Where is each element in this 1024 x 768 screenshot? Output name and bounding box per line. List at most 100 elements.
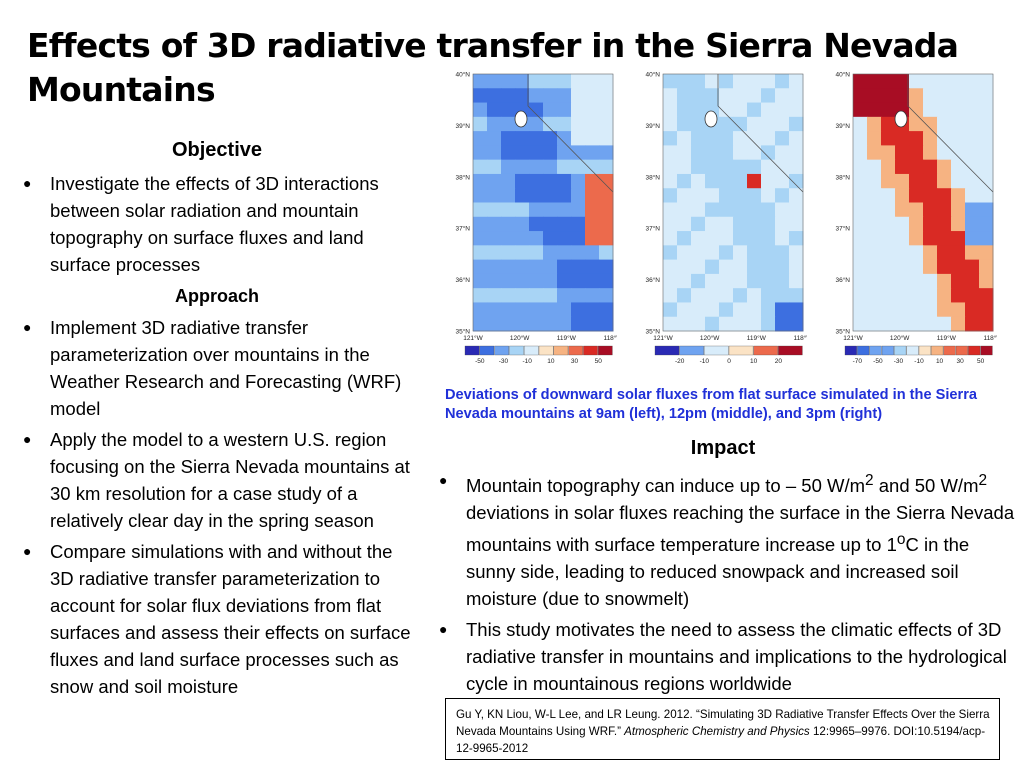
map-cell	[501, 216, 516, 232]
map-cell	[747, 273, 762, 289]
map-cell	[733, 102, 748, 118]
lat-tick-label: 38°N	[455, 173, 470, 181]
map-cell	[923, 288, 938, 303]
map-cell	[571, 74, 586, 89]
map-cell	[677, 202, 692, 218]
map-cell	[691, 245, 706, 261]
map-cell	[585, 88, 600, 104]
map-cell	[909, 74, 924, 89]
map-cell	[937, 116, 952, 132]
legend-color-box	[598, 345, 613, 356]
map-cell	[571, 288, 586, 303]
map-cell	[867, 302, 882, 318]
map-cell	[789, 88, 804, 104]
map-cell	[951, 116, 966, 132]
map-cell	[853, 202, 868, 218]
map-cell	[965, 316, 980, 332]
approach-bullet: ● Compare simulations with and without th…	[23, 541, 411, 697]
map-cell	[543, 245, 558, 261]
map-cell	[677, 173, 692, 189]
map-cell	[881, 145, 896, 161]
map-cell	[965, 288, 980, 303]
map-cell	[979, 231, 994, 246]
lon-tick-label: 118°W	[793, 334, 807, 342]
map-cell	[789, 74, 804, 89]
map-cell	[909, 88, 924, 104]
map-cell	[951, 145, 966, 161]
map-cell	[867, 216, 882, 232]
map-cell	[923, 302, 938, 318]
map-cell	[747, 288, 762, 303]
map-cell	[719, 245, 734, 261]
map-cell	[557, 131, 572, 146]
lon-tick-label: 119°W	[557, 334, 577, 342]
legend-color-box	[931, 345, 944, 356]
map-cell	[853, 116, 868, 132]
map-cell	[761, 288, 776, 303]
map-cell	[585, 202, 600, 218]
map-cell	[473, 131, 488, 146]
legend-tick-label: -10	[522, 358, 532, 365]
map-cell	[895, 288, 910, 303]
map-cell	[473, 231, 488, 246]
map-cell	[853, 245, 868, 261]
map-cell	[543, 302, 558, 318]
map-cell	[979, 245, 994, 261]
objective-heading: Objective	[171, 139, 263, 161]
map-cell	[965, 202, 980, 218]
map-cell	[951, 273, 966, 289]
map-cell	[909, 202, 924, 218]
map-cell	[747, 102, 762, 118]
map-cell	[775, 159, 790, 175]
map-cell	[747, 202, 762, 218]
map-cell	[585, 102, 600, 118]
map-cell	[691, 288, 706, 303]
map-cell	[937, 273, 952, 289]
map-cell	[775, 102, 790, 118]
map-cell	[599, 102, 614, 118]
map-cell	[867, 102, 882, 118]
map-cell	[501, 88, 516, 104]
legend-tick-label: 20	[775, 358, 783, 365]
map-cell	[909, 259, 924, 275]
map-cell	[951, 188, 966, 203]
map-cell	[677, 74, 692, 89]
impact-text-part: Mountain topography can induce up to – 5…	[466, 475, 866, 497]
map-cell	[585, 116, 600, 132]
map-cell	[951, 231, 966, 246]
map-cell	[747, 173, 762, 189]
map-cell	[691, 102, 706, 118]
map-cell	[923, 231, 938, 246]
map-cell	[599, 188, 614, 203]
map-cell	[663, 145, 678, 161]
figure-caption: Deviations of downward solar fluxes from…	[445, 387, 977, 422]
map-cell	[585, 173, 600, 189]
map-cell	[979, 316, 994, 332]
reference-journal: Atmospheric Chemistry and Physics	[624, 725, 810, 738]
legend-tick-label: -10	[914, 358, 924, 365]
map-cell	[473, 145, 488, 161]
map-cell	[909, 316, 924, 332]
map-cell	[501, 259, 516, 275]
lat-tick-label: 40°N	[455, 71, 470, 79]
map-cell	[691, 173, 706, 189]
map-cell	[951, 259, 966, 275]
map-cell	[923, 259, 938, 275]
map-cell	[599, 316, 614, 332]
map-cell	[501, 173, 516, 189]
map-cell	[719, 159, 734, 175]
map-cell	[691, 316, 706, 332]
map-cell	[965, 145, 980, 161]
map-cell	[789, 202, 804, 218]
legend-color-box	[679, 345, 704, 356]
map-cell	[979, 288, 994, 303]
map-cell	[937, 316, 952, 332]
map-cell	[923, 173, 938, 189]
map-cell	[951, 131, 966, 146]
legend-color-box	[753, 345, 778, 356]
map-cell	[733, 288, 748, 303]
map-cell	[691, 302, 706, 318]
lat-tick-label: 36°N	[645, 276, 660, 284]
map-cell	[677, 302, 692, 318]
map-cell	[599, 245, 614, 261]
